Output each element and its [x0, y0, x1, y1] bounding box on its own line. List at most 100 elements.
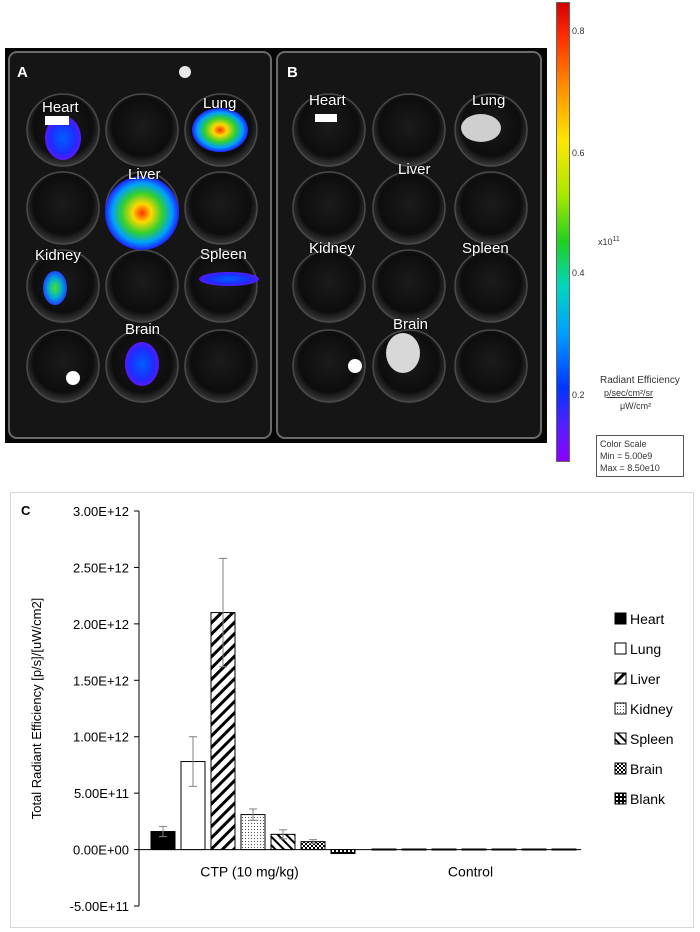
colorbar-tick: 0.4 — [572, 268, 585, 278]
color-scale-bar — [556, 2, 570, 462]
bar-lung — [180, 761, 206, 851]
plate-b-spleen-label: Spleen — [462, 240, 509, 257]
liver-signal — [105, 176, 179, 250]
colorbar-title: Radiant Efficiency — [600, 375, 680, 386]
well — [372, 93, 446, 167]
kidney-signal — [43, 271, 67, 305]
well — [184, 171, 258, 245]
well — [454, 171, 528, 245]
y-tick-label: 2.50E+12 — [73, 560, 129, 575]
lung-signal — [192, 108, 248, 152]
panel-a-label: A — [17, 64, 28, 81]
lung-tissue — [461, 114, 501, 142]
y-tick-label: 1.50E+12 — [73, 673, 129, 688]
colorbar-multiplier: x1011 — [598, 236, 620, 247]
error-bars — [159, 557, 317, 845]
x-category-labels: CTP (10 mg/kg) Control — [200, 864, 493, 880]
color-scale-min: Min = 5.00e9 — [600, 451, 653, 461]
colorbar-tick: 0.2 — [572, 390, 585, 400]
bar-heart — [371, 848, 397, 851]
colorbar-tick: 0.8 — [572, 26, 585, 36]
plate-a-brain-label: Brain — [125, 321, 161, 338]
legend: Heart Lung Liver Kidney Spleen Brain Blank — [614, 611, 674, 807]
heart-marker-b — [315, 114, 337, 122]
y-tick-label: 1.00E+12 — [73, 730, 129, 745]
imaging-panel: A B Heart Lung Liver Kidney Spleen Brain… — [5, 2, 684, 477]
bar-lung — [401, 848, 427, 851]
chart-panel: C Total Radiant Efficiency [p/s]/[uW/cm2… — [10, 492, 694, 928]
plate-photo: A B Heart Lung Liver Kidney Spleen Brain… — [5, 48, 547, 443]
well — [292, 249, 366, 323]
plate-a-lung-label: Lung — [203, 95, 237, 112]
y-axis-label: Total Radiant Efficiency [p/s]/[uW/cm2] — [29, 598, 44, 820]
bar-spleen — [491, 848, 517, 851]
y-tick-label: -5.00E+11 — [70, 899, 129, 914]
y-tick-label: 0.00E+00 — [73, 843, 129, 858]
color-scale-box: Color Scale Min = 5.00e9 Max = 8.50e10 — [596, 435, 684, 477]
plate-b-kidney-label: Kidney — [309, 240, 355, 257]
color-scale-max: Max = 8.50e10 — [600, 463, 660, 473]
y-ticks: -5.00E+11 0.00E+00 5.00E+11 1.00E+12 1.50E+1… — [70, 504, 139, 914]
brain-signal — [125, 342, 159, 386]
legend-swatch-kidney — [614, 702, 627, 715]
colorbar-unit-numerator: p/sec/cm²/sr — [604, 388, 654, 398]
well — [292, 329, 366, 403]
legend-swatch-blank — [614, 792, 627, 805]
legend-swatch-heart — [614, 612, 627, 625]
legend-label-lung: Lung — [630, 641, 661, 657]
well — [292, 171, 366, 245]
bar-blank — [551, 848, 577, 851]
plate-a-heart-label: Heart — [42, 99, 79, 116]
bar-kidney — [461, 848, 487, 851]
bars — [150, 612, 577, 855]
plate-a-wells — [26, 93, 258, 403]
well — [292, 93, 366, 167]
x-category-label: CTP (10 mg/kg) — [200, 864, 299, 880]
x-category-label: Control — [448, 864, 493, 880]
plate-a-liver-label: Liver — [128, 166, 161, 183]
panel-b-label: B — [287, 64, 298, 81]
plate-a-spleen-label: Spleen — [200, 246, 247, 263]
bar-chart: C Total Radiant Efficiency [p/s]/[uW/cm2… — [21, 503, 674, 914]
well — [26, 171, 100, 245]
plate-b-heart-label: Heart — [309, 92, 346, 109]
color-scale-title: Color Scale — [600, 439, 647, 449]
well — [372, 171, 446, 245]
plate-b-brain-label: Brain — [393, 316, 429, 333]
bar-liver — [431, 848, 457, 851]
legend-swatch-brain — [614, 762, 627, 775]
legend-label-heart: Heart — [630, 611, 664, 627]
colorbar-unit-denominator: μW/cm² — [620, 401, 652, 411]
well — [26, 329, 100, 403]
well — [372, 249, 446, 323]
plate-reflection — [179, 66, 191, 78]
y-tick-label: 3.00E+12 — [73, 504, 129, 519]
well — [105, 93, 179, 167]
legend-swatch-lung — [614, 642, 627, 655]
plate-a-kidney-label: Kidney — [35, 247, 81, 264]
plate-b-lung-label: Lung — [472, 92, 506, 109]
heart-marker — [45, 116, 69, 125]
legend-label-brain: Brain — [630, 761, 663, 777]
y-tick-label: 2.00E+12 — [73, 617, 129, 632]
colorbar-tick: 0.6 — [572, 148, 585, 158]
bar-brain — [521, 848, 547, 851]
well — [184, 329, 258, 403]
legend-swatch-spleen — [614, 732, 627, 745]
well — [184, 249, 258, 323]
spleen-signal — [199, 272, 259, 286]
legend-label-liver: Liver — [630, 671, 661, 687]
legend-label-kidney: Kidney — [630, 701, 673, 717]
plate-b-liver-label: Liver — [398, 161, 431, 178]
legend-label-blank: Blank — [630, 791, 666, 807]
legend-swatch-liver — [614, 672, 627, 685]
y-tick-label: 5.00E+11 — [74, 786, 129, 801]
well — [454, 329, 528, 403]
well-reflection — [66, 371, 80, 385]
bar-blank — [330, 849, 356, 855]
well-reflection-b — [348, 359, 362, 373]
legend-label-spleen: Spleen — [630, 731, 674, 747]
well — [454, 249, 528, 323]
heart-signal — [45, 116, 81, 160]
well — [105, 249, 179, 323]
